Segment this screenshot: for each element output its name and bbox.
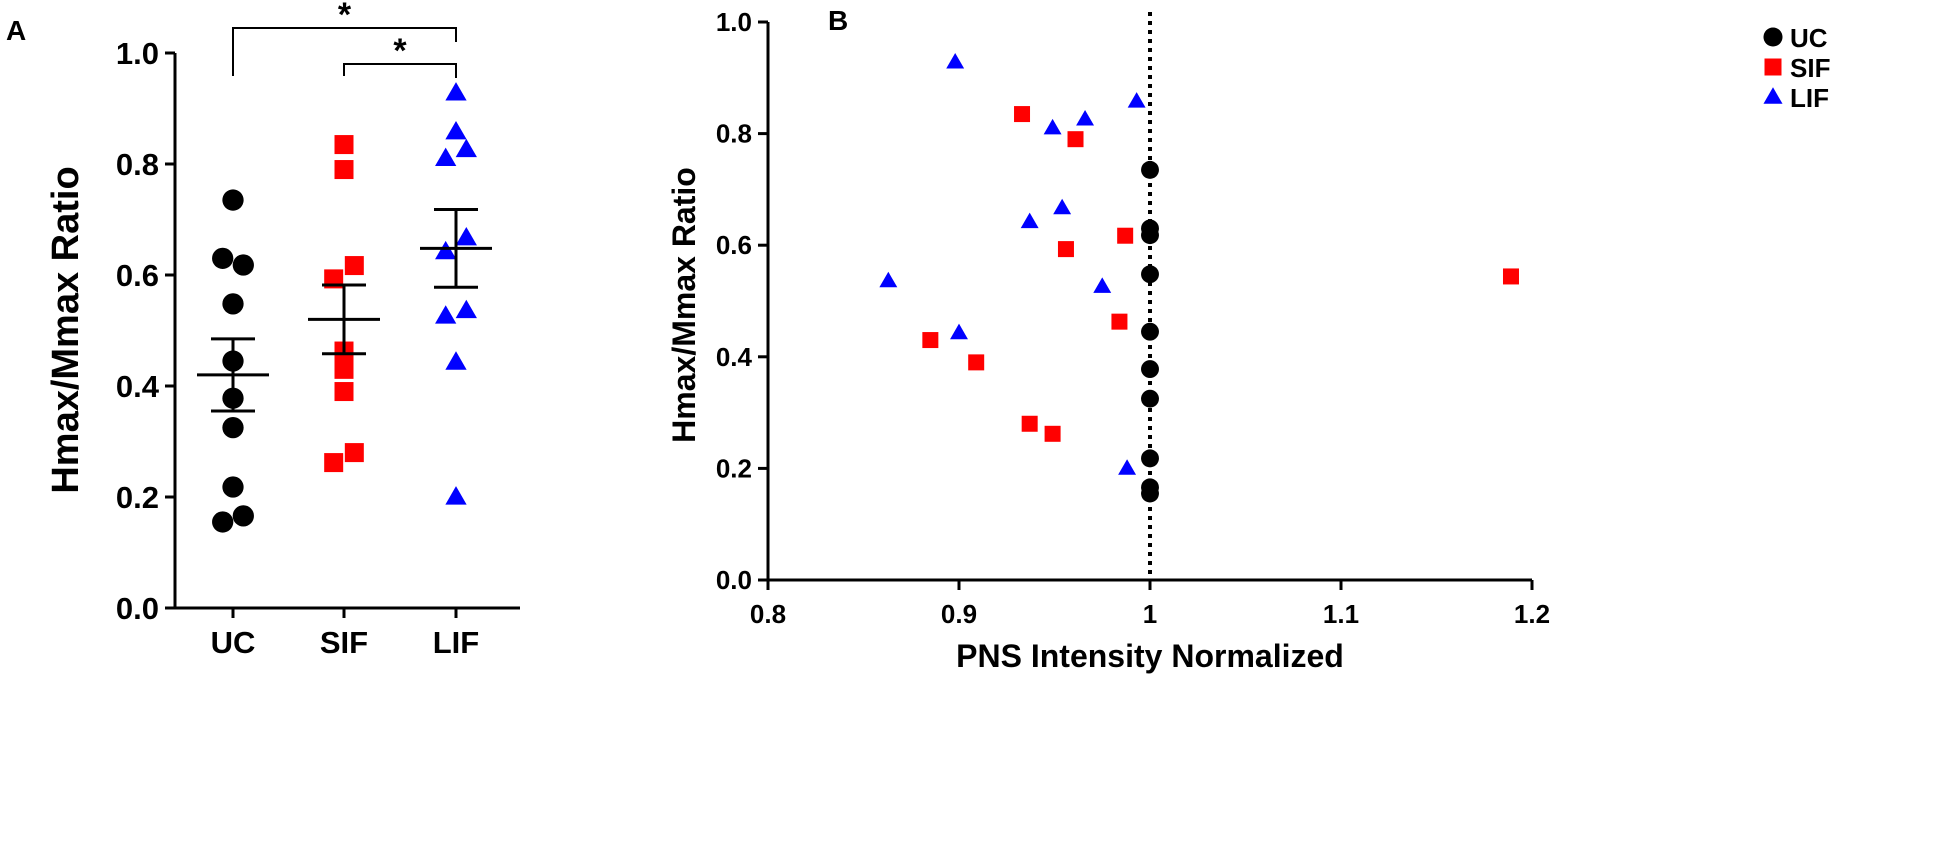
panel-a-x-tick-label: UC <box>211 625 256 660</box>
panel-b-point-uc <box>1141 360 1159 379</box>
panel-b-point-lif <box>950 323 968 340</box>
panel-a-y-tick-label: 0.6 <box>116 258 159 293</box>
panel-b-x-tick-label: 1.1 <box>1323 599 1359 629</box>
panel-b-point-lif <box>1093 277 1112 293</box>
panel-b-point-sif <box>1502 268 1519 285</box>
panel-a-y-tick-label: 0.4 <box>116 369 160 404</box>
legend-label-lif: LIF <box>1790 83 1829 113</box>
panel-b-point-sif <box>1067 131 1084 148</box>
panel-b-y-tick-label: 0.4 <box>716 342 753 372</box>
panel-b: B 0.0 0.2 0.4 0.6 0.8 1.0 0.8 0.9 1 1.1 1.2 PNS Int… <box>666 5 1830 674</box>
panel-a-point-uc <box>212 511 234 533</box>
panel-a-x-tick-label: SIF <box>320 625 368 660</box>
panel-b-point-lif <box>1118 459 1137 475</box>
panel-b-y-tick-label: 0.0 <box>716 565 752 595</box>
panel-a-point-uc <box>222 189 244 211</box>
panel-b-point-sif <box>1111 313 1128 330</box>
panel-b-x-tick-label: 0.8 <box>750 599 786 629</box>
panel-b-y-tick-label: 1.0 <box>716 7 752 37</box>
panel-b-x-axis-label: PNS Intensity Normalized <box>956 638 1344 674</box>
panel-a-significance-star: * <box>393 32 407 70</box>
panel-a-point-lif <box>435 305 457 324</box>
panel-a-point-uc <box>222 416 244 439</box>
panel-a-point-uc <box>232 254 254 276</box>
panel-b-point-uc <box>1141 322 1159 341</box>
panel-b-point-lif <box>946 53 965 69</box>
panel-a-point-uc <box>222 293 244 315</box>
panel-b-point-sif <box>1014 106 1031 123</box>
panel-a-y-tick-label: 0.8 <box>116 147 159 182</box>
panel-b-point-lif <box>1127 92 1146 108</box>
panel-a-point-sif <box>334 135 354 155</box>
panel-a-point-lif <box>445 120 467 140</box>
panel-a-significance-bracket <box>343 63 457 78</box>
panel-b-x-tick-label: 0.9 <box>941 599 977 629</box>
panel-a-point-sif <box>324 453 344 473</box>
panel-b-point-sif <box>1117 227 1134 244</box>
panel-a-point-lif <box>445 82 467 101</box>
panel-a-significance-star: * <box>338 0 352 34</box>
panel-b-point-lif <box>879 271 898 288</box>
panel-b-x-tick-label: 1 <box>1143 599 1157 629</box>
panel-a-letter: A <box>6 15 26 46</box>
panel-a-y-tick-label: 0.2 <box>116 480 159 515</box>
panel-a-point-sif <box>334 160 354 180</box>
panel-b-point-sif <box>968 354 985 371</box>
panel-b-x-tick-label: 1.2 <box>1514 599 1550 629</box>
panel-a-point-sif <box>334 359 354 379</box>
panel-a: A 0.0 0.2 0.4 0.6 0.8 1.0 UC SIF LIF Hmax/Mmax Ra… <box>6 0 520 660</box>
panel-a-point-uc <box>232 505 254 527</box>
panel-b-point-uc <box>1141 484 1159 503</box>
panel-b-y-tick-label: 0.8 <box>716 119 752 149</box>
legend-marker-uc <box>1763 27 1783 47</box>
panel-a-y-axis-label: Hmax/Mmax Ratio <box>45 166 87 493</box>
panel-a-point-lif <box>455 226 477 246</box>
legend-label-uc: UC <box>1790 23 1828 53</box>
panel-a-point-lif <box>445 351 467 370</box>
panel-b-point-uc <box>1141 265 1159 284</box>
panel-b-y-tick-label: 0.6 <box>716 230 752 260</box>
panel-b-point-uc <box>1141 389 1159 408</box>
panel-b-point-uc <box>1141 160 1159 179</box>
panel-a-point-uc <box>222 476 244 498</box>
panel-a-point-lif <box>455 299 477 319</box>
panel-b-point-uc <box>1141 449 1159 468</box>
panel-b-point-sif <box>1044 425 1061 442</box>
panel-a-point-lif <box>455 138 477 158</box>
panel-a-point-sif <box>344 256 364 276</box>
panel-b-letter: B <box>828 5 848 36</box>
panel-a-point-lif <box>435 147 457 167</box>
legend-marker-lif <box>1763 87 1783 104</box>
panel-a-point-sif <box>334 382 354 402</box>
panel-a-point-sif <box>344 443 364 463</box>
legend-label-sif: SIF <box>1790 53 1830 83</box>
panel-a-x-tick-label: LIF <box>433 625 480 660</box>
panel-a-significance-bracket <box>232 27 457 76</box>
panel-b-point-sif <box>922 332 939 349</box>
panel-b-y-tick-label: 0.2 <box>716 453 752 483</box>
panel-a-point-lif <box>445 486 467 505</box>
panel-b-point-lif <box>1053 198 1072 215</box>
panel-a-point-lif <box>435 240 457 260</box>
panel-b-y-axis-label: Hmax/Mmax Ratio <box>666 167 702 443</box>
panel-b-point-lif <box>1043 118 1062 135</box>
legend-marker-sif <box>1764 58 1782 76</box>
panel-a-y-tick-label: 0.0 <box>116 591 159 626</box>
panel-b-point-lif <box>1076 109 1095 126</box>
panel-b-point-sif <box>1057 241 1074 258</box>
panel-b-point-lif <box>1020 212 1039 229</box>
panel-b-point-sif <box>1021 415 1038 432</box>
panel-a-point-uc <box>212 247 234 269</box>
panel-a-y-tick-label: 1.0 <box>116 36 159 71</box>
panel-b-point-uc <box>1141 226 1159 245</box>
